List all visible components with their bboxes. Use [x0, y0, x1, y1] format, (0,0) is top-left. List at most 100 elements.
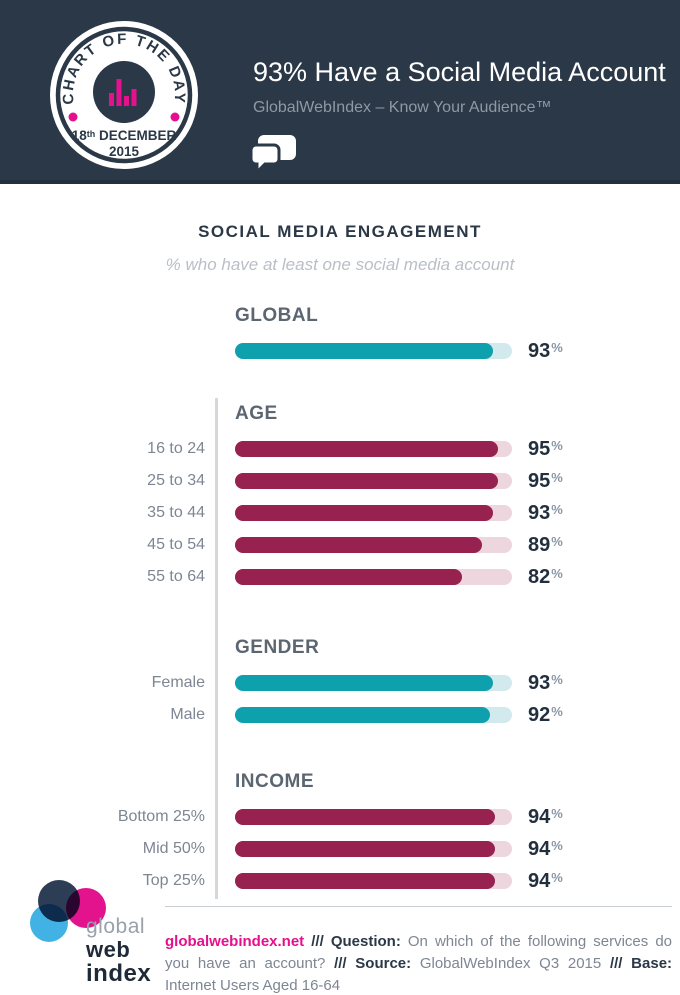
globalwebindex-link[interactable]: globalwebindex.net	[165, 933, 305, 950]
bar-fill	[235, 841, 496, 857]
footer-separator: ///	[609, 955, 623, 972]
bar-fill	[235, 441, 499, 457]
group-global: GLOBAL 93%	[0, 305, 680, 367]
question-label: Question:	[330, 933, 401, 950]
logo-word-web: web	[86, 937, 131, 962]
bar-chart-icon	[109, 79, 137, 106]
bar-track	[235, 537, 512, 553]
header-banner: CHART OF THE DAY 18th DECEMBER 2015 93% …	[0, 0, 680, 184]
base-text: Internet Users Aged 16-64	[165, 977, 341, 994]
bar-value: 94%	[528, 869, 563, 892]
bar-row: 45 to 54 89%	[0, 529, 680, 561]
bar-track	[235, 505, 512, 521]
bar-fill	[235, 707, 490, 723]
bar-value: 94%	[528, 805, 563, 828]
bar-label: Male	[170, 706, 205, 723]
group-rows: 16 to 24 95% 25 to 34 95% 35 to 44 93% 45 to 5…	[0, 433, 680, 593]
divided-groups: AGE 16 to 24 95% 25 to 34 95% 35 to 44 93% 45 …	[0, 398, 680, 899]
bar-value: 93%	[528, 671, 563, 694]
bar-track	[235, 569, 512, 585]
bar-fill	[235, 675, 493, 691]
base-label: Base:	[631, 955, 673, 972]
bar-value: 95%	[528, 469, 563, 492]
group-age: AGE 16 to 24 95% 25 to 34 95% 35 to 44 93% 45 …	[0, 403, 680, 593]
bar-value: 82%	[528, 565, 563, 588]
page-title: 93% Have a Social Media Account	[253, 57, 666, 87]
bar-row: Male 92%	[0, 699, 680, 731]
bar-row: 25 to 34 95%	[0, 465, 680, 497]
bar-fill	[235, 809, 496, 825]
source-label: Source:	[355, 955, 412, 972]
bar-track	[235, 441, 512, 457]
page-subtitle: GlobalWebIndex – Know Your Audience™	[253, 99, 552, 116]
footer-divider	[165, 906, 672, 907]
bar-row: 16 to 24 95%	[0, 433, 680, 465]
chart-title: SOCIAL MEDIA ENGAGEMENT	[198, 222, 482, 241]
speech-bubbles-icon	[252, 135, 296, 174]
bar-value: 95%	[528, 437, 563, 460]
bar-label: 35 to 44	[147, 504, 205, 521]
group-income: INCOME Bottom 25% 94% Mid 50% 94% Top 25% 94%	[0, 771, 680, 897]
bar-track	[235, 675, 512, 691]
chart-of-the-day-badge: CHART OF THE DAY 18th DECEMBER 2015	[50, 21, 198, 169]
bar-label: Bottom 25%	[117, 808, 205, 825]
bar-row: 93%	[0, 335, 680, 367]
bar-value: 94%	[528, 837, 563, 860]
bar-value: 92%	[528, 703, 563, 726]
group-heading: GENDER	[235, 637, 320, 658]
footer-source-note: globalwebindex.net /// Question: On whic…	[165, 931, 672, 995]
bar-row: 35 to 44 93%	[0, 497, 680, 529]
bar-row: Top 25% 94%	[0, 865, 680, 897]
badge-ring	[55, 26, 193, 164]
bar-label: Mid 50%	[142, 840, 205, 857]
bar-fill	[235, 873, 496, 889]
group-gender: GENDER Female 93% Male 92%	[0, 637, 680, 731]
bar-label: 55 to 64	[147, 568, 205, 585]
bar-track	[235, 841, 512, 857]
group-rows: Bottom 25% 94% Mid 50% 94% Top 25% 94%	[0, 801, 680, 897]
badge-dot-right	[170, 112, 180, 122]
bar-label: 25 to 34	[147, 472, 205, 489]
logo-word-global: global	[86, 915, 146, 938]
badge-center-disc	[93, 61, 155, 123]
group-heading: INCOME	[235, 771, 314, 792]
source-text: GlobalWebIndex Q3 2015	[419, 955, 602, 972]
bar-label: Top 25%	[142, 872, 205, 889]
globalwebindex-logo: global web index	[28, 880, 168, 986]
bar-fill	[235, 473, 499, 489]
bar-fill	[235, 569, 463, 585]
question-text: On which of the following services do yo…	[165, 933, 673, 972]
bar-track	[235, 809, 512, 825]
bar-label: 16 to 24	[147, 440, 205, 457]
badge-date-line2: 2015	[109, 144, 140, 159]
bar-track	[235, 873, 512, 889]
logo-wordmark: global web index	[86, 916, 151, 986]
bar-fill	[235, 343, 493, 359]
bar-row: Mid 50% 94%	[0, 833, 680, 865]
bar-track	[235, 473, 512, 489]
bar-label: 45 to 54	[147, 536, 205, 553]
chart-area: SOCIAL MEDIA ENGAGEMENT % who have at le…	[0, 184, 680, 899]
bar-track	[235, 343, 512, 359]
bar-fill	[235, 505, 493, 521]
chart-subtitle: % who have at least one social media acc…	[165, 255, 515, 274]
badge-dot-left	[68, 112, 78, 122]
badge-date-line1: 18th DECEMBER	[72, 128, 177, 143]
bar-value: 89%	[528, 533, 563, 556]
logo-word-index: index	[86, 960, 152, 987]
footer-separator: ///	[311, 933, 324, 950]
group-rows: 93%	[0, 335, 680, 367]
bar-row: Bottom 25% 94%	[0, 801, 680, 833]
bar-value: 93%	[528, 501, 563, 524]
bar-value: 93%	[528, 339, 563, 362]
bar-row: 55 to 64 82%	[0, 561, 680, 593]
bar-label: Female	[151, 674, 205, 691]
group-heading: AGE	[235, 403, 278, 424]
logo-circle-pink	[66, 888, 106, 928]
group-heading: GLOBAL	[235, 305, 319, 326]
footer-separator: ///	[334, 955, 347, 972]
bar-row: Female 93%	[0, 667, 680, 699]
bar-fill	[235, 537, 482, 553]
group-rows: Female 93% Male 92%	[0, 667, 680, 731]
